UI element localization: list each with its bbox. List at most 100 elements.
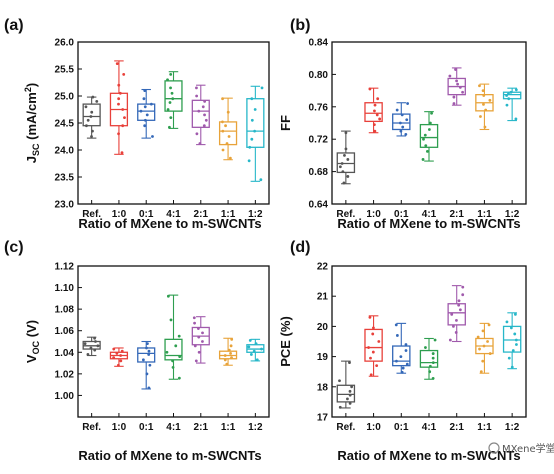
box-iqr — [364, 328, 383, 362]
data-point — [252, 349, 256, 353]
data-point — [192, 316, 196, 320]
data-point — [197, 335, 201, 339]
data-point — [120, 151, 124, 155]
data-point — [143, 89, 147, 92]
data-point — [112, 347, 116, 351]
data-point — [195, 132, 199, 136]
data-point — [177, 376, 181, 380]
panel-label-b: (b) — [290, 17, 310, 34]
data-point — [117, 363, 120, 367]
x-axis-title-c: Ratio of MXene to m-SWCNTs — [78, 448, 261, 463]
data-point — [488, 352, 492, 355]
data-point — [478, 84, 481, 88]
data-point — [368, 315, 372, 319]
data-point — [221, 97, 224, 101]
data-point — [203, 113, 206, 117]
x-tick-label: 1:0 — [112, 209, 127, 220]
data-point — [375, 364, 379, 368]
data-point — [194, 359, 198, 363]
data-point — [505, 103, 509, 107]
data-point — [369, 373, 373, 377]
data-point — [230, 356, 233, 360]
data-point — [452, 102, 456, 105]
data-point — [260, 347, 263, 351]
data-point — [461, 293, 465, 297]
data-point — [404, 132, 408, 136]
data-point — [119, 354, 123, 357]
data-point — [260, 86, 264, 90]
data-point — [458, 308, 462, 312]
data-point — [178, 355, 182, 358]
data-point — [421, 158, 425, 161]
watermark-icon — [488, 442, 500, 454]
x-tick-label: 1:2 — [505, 209, 520, 220]
data-point — [255, 358, 259, 362]
y-tick-label: 25.5 — [55, 65, 75, 76]
y-axis-title-d: PCE (%) — [278, 316, 293, 367]
data-point — [404, 349, 408, 352]
data-point — [121, 124, 125, 128]
data-point — [514, 312, 517, 316]
data-point — [476, 335, 480, 339]
box-iqr — [419, 123, 439, 148]
data-point — [340, 162, 344, 165]
box-iqr — [336, 152, 356, 174]
data-point — [509, 326, 513, 330]
data-point — [394, 323, 398, 327]
x-tick-label: Ref. — [336, 422, 355, 433]
box-iqr — [502, 325, 522, 353]
data-point — [338, 379, 341, 383]
data-point — [90, 110, 94, 114]
data-point — [223, 354, 227, 357]
data-point — [84, 105, 88, 109]
x-tick-label: 0:1 — [139, 422, 154, 433]
panel-label-d: (d) — [290, 239, 310, 256]
data-point — [169, 86, 172, 90]
data-point — [344, 131, 348, 135]
x-tick-label: 1:2 — [248, 209, 263, 220]
data-point — [422, 137, 425, 141]
box-1-0 — [364, 315, 383, 377]
y-tick-label: 17 — [317, 413, 329, 424]
panel-label-a: (a) — [4, 17, 24, 34]
data-point — [428, 364, 432, 368]
data-point — [405, 118, 409, 122]
x-tick-label: 1:1 — [221, 209, 236, 220]
x-tick-label: 4:1 — [166, 422, 181, 433]
y-axis-title-c: VOC (V) — [24, 320, 41, 363]
data-point — [225, 142, 229, 145]
box-1-2 — [502, 312, 522, 370]
data-point — [117, 102, 120, 106]
box-2-1 — [447, 67, 466, 106]
data-point — [166, 108, 170, 111]
box-1-1 — [475, 83, 494, 131]
x-tick-label: 1:1 — [477, 209, 492, 220]
data-point — [341, 170, 345, 174]
data-point — [195, 86, 198, 90]
x-tick-label: 1:2 — [505, 422, 520, 433]
y-tick-label: 1.00 — [55, 391, 75, 402]
data-point — [141, 358, 145, 362]
data-point — [223, 358, 227, 362]
box-0-1 — [392, 322, 411, 374]
y-tick-label: 0.76 — [309, 102, 329, 113]
data-point — [115, 62, 119, 65]
y-tick-label: 1.04 — [55, 348, 75, 359]
x-tick-label: 1:1 — [221, 422, 236, 433]
data-point — [461, 285, 465, 289]
data-point — [338, 165, 342, 169]
y-tick-label: 24.5 — [55, 119, 75, 130]
data-point — [514, 117, 518, 121]
data-point — [250, 118, 254, 122]
watermark: MXene学堂 — [488, 442, 554, 455]
data-point — [514, 338, 518, 342]
y-tick-label: 23.5 — [55, 173, 75, 184]
box-4-1 — [419, 111, 439, 162]
data-point — [350, 385, 354, 389]
y-tick-label: 20 — [317, 322, 329, 333]
data-point — [378, 117, 382, 121]
data-point — [338, 405, 342, 409]
box-iqr — [137, 347, 156, 363]
data-point — [348, 389, 352, 393]
x-axis-title-d: Ratio of MXene to m-SWCNTs — [337, 448, 520, 463]
